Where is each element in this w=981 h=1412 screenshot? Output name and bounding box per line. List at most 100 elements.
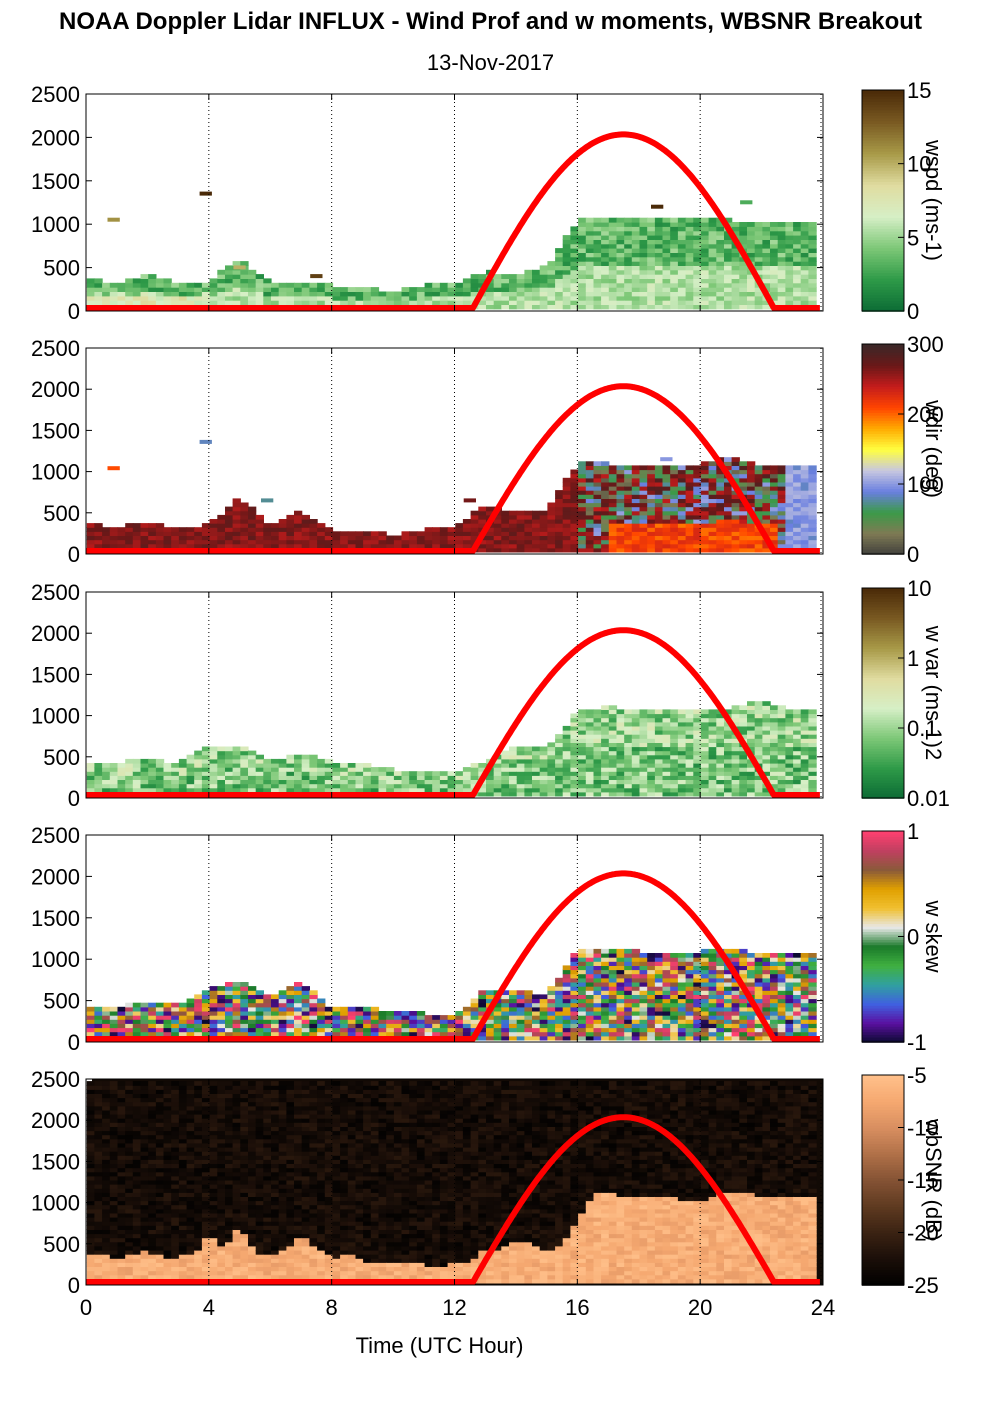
colorbar-swatch — [862, 740, 904, 744]
heatmap-cell — [793, 506, 802, 512]
heatmap-cell — [532, 510, 541, 516]
heatmap-cell — [647, 274, 656, 279]
heatmap-cell — [501, 1027, 510, 1033]
y-tick-label: 500 — [43, 745, 80, 770]
isolated-value — [463, 498, 476, 503]
heatmap-cell — [624, 767, 633, 772]
heatmap-cell — [324, 287, 334, 292]
heatmap-cell — [132, 282, 142, 288]
heatmap-cell — [601, 300, 610, 305]
heatmap-cell — [731, 256, 740, 262]
colorbar-swatch — [862, 388, 904, 392]
heatmap-cell — [94, 295, 103, 301]
heatmap-cell — [255, 1002, 264, 1008]
heatmap-cell — [777, 713, 786, 719]
heatmap-cell — [294, 783, 303, 789]
heatmap-cell — [739, 243, 748, 249]
heatmap-cell — [117, 531, 126, 536]
heatmap-cell — [601, 514, 610, 520]
heatmap-cell — [562, 502, 571, 508]
heatmap-cell — [616, 717, 625, 723]
heatmap-cell — [217, 1019, 226, 1024]
heatmap-cell — [708, 252, 717, 258]
heatmap-cell — [631, 767, 641, 772]
colorbar-swatch — [862, 601, 904, 605]
heatmap-cell — [700, 775, 710, 780]
heatmap-cell — [263, 758, 272, 764]
heatmap-cell — [509, 783, 518, 789]
heatmap-cell — [186, 1015, 195, 1020]
heatmap-cell — [608, 953, 618, 958]
heatmap-cell — [747, 547, 756, 553]
heatmap-cell — [86, 775, 96, 780]
heatmap-cell — [294, 1023, 303, 1029]
heatmap-cell — [754, 725, 763, 731]
heatmap-cell — [324, 763, 334, 768]
heatmap-cell — [693, 252, 702, 258]
heatmap-cell — [685, 490, 694, 495]
heatmap-cell — [585, 527, 595, 532]
heatmap-cell — [770, 498, 779, 504]
heatmap-cell — [255, 783, 264, 789]
colorbar-swatch — [862, 456, 904, 461]
heatmap-cell — [631, 977, 641, 983]
heatmap-cell — [194, 531, 203, 536]
heatmap-cell — [555, 787, 564, 793]
heatmap-cell — [639, 510, 648, 516]
heatmap-cell — [547, 767, 556, 772]
heatmap-cell — [639, 1002, 648, 1008]
heatmap-cell — [654, 261, 664, 266]
heatmap-cell — [294, 514, 303, 520]
heatmap-cell — [685, 278, 694, 284]
y-tick-label: 0 — [68, 542, 80, 567]
heatmap-cell — [754, 248, 763, 253]
heatmap-cell — [593, 1027, 602, 1033]
heatmap-cell — [478, 300, 487, 305]
heatmap-cell — [524, 282, 533, 288]
heatmap-cell — [585, 300, 595, 305]
heatmap-cell — [731, 767, 740, 772]
colorbar-swatch — [862, 420, 904, 424]
heatmap-cell — [194, 787, 203, 793]
heatmap-cell — [800, 754, 809, 760]
heatmap-cell — [608, 523, 618, 528]
heatmap-cell — [685, 783, 694, 789]
heatmap-cell — [194, 771, 203, 776]
heatmap-cell — [140, 300, 149, 305]
heatmap-cell — [132, 291, 142, 297]
heatmap-cell — [808, 274, 817, 279]
heatmap-cell — [178, 535, 188, 541]
colorbar-swatch — [862, 535, 904, 539]
heatmap-cell — [294, 535, 303, 541]
heatmap-cell — [194, 998, 203, 1004]
heatmap-cell — [324, 527, 334, 532]
heatmap-cell — [509, 295, 518, 301]
heatmap-cell — [808, 531, 817, 536]
heatmap-cell — [777, 531, 786, 536]
heatmap-cell — [770, 750, 779, 756]
heatmap-cell — [593, 461, 602, 466]
colorbar-swatch — [862, 777, 904, 781]
heatmap-cell — [593, 1015, 602, 1020]
colorbar-swatch — [862, 161, 904, 166]
heatmap-cell — [286, 1027, 295, 1033]
heatmap-cell — [547, 787, 556, 793]
heatmap-cell — [578, 1019, 587, 1024]
heatmap-cell — [762, 473, 771, 479]
heatmap-cell — [478, 767, 487, 772]
heatmap-cell — [532, 523, 541, 528]
heatmap-cell — [240, 510, 249, 516]
heatmap-cell — [639, 217, 648, 223]
heatmap-cell — [278, 775, 287, 780]
heatmap-cell — [217, 775, 226, 780]
heatmap-cell — [332, 531, 341, 536]
heatmap-cell — [708, 709, 717, 715]
heatmap-cell — [516, 763, 525, 768]
heatmap-cell — [624, 1002, 633, 1008]
heatmap-cell — [631, 998, 641, 1004]
heatmap-cell — [585, 469, 595, 475]
heatmap-cell — [608, 265, 618, 271]
heatmap-cell — [455, 300, 464, 305]
heatmap-cell — [125, 763, 134, 768]
heatmap-cell — [148, 523, 157, 528]
